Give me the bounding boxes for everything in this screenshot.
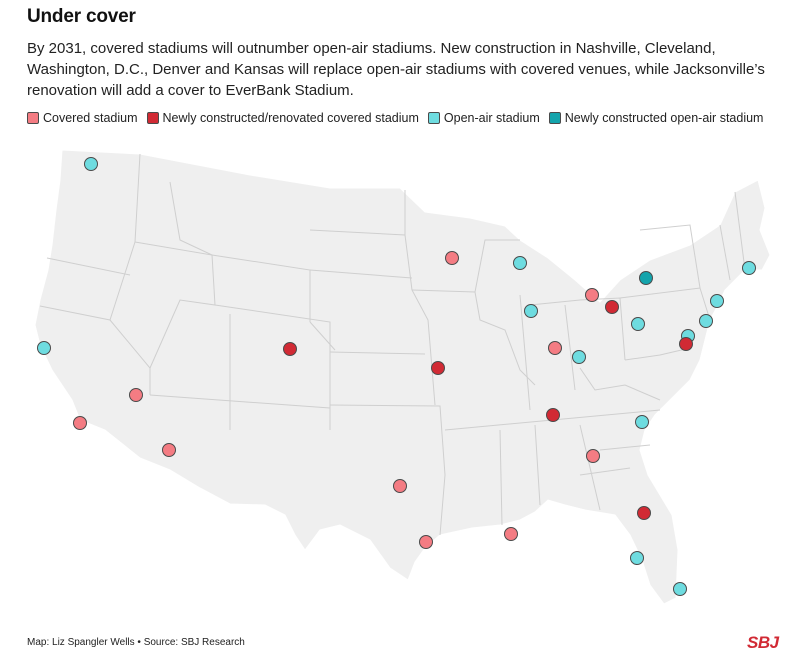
stadium-marker-buffalo[interactable]: Buffalo	[639, 271, 653, 285]
map-credit: Map: Liz Spangler Wells • Source: SBJ Re…	[27, 637, 245, 648]
stadium-marker-atlanta[interactable]: Atlanta	[586, 449, 600, 463]
stadium-marker-jacksonville[interactable]: Jacksonville	[637, 506, 651, 520]
stadium-marker-miami[interactable]: Miami	[673, 582, 687, 596]
stadium-marker-indianapolis[interactable]: Indianapolis	[548, 341, 562, 355]
stadium-marker-kansas-city[interactable]: Kansas City	[431, 361, 445, 375]
stadium-marker-nashville[interactable]: Nashville	[546, 408, 560, 422]
stadium-marker-green-bay[interactable]: Green Bay	[513, 256, 527, 270]
page-title: Under cover	[27, 6, 136, 27]
us-map: Seattle San Francisco Bay Area Los Angel…	[34, 149, 771, 605]
legend-item-open: Open-air stadium	[427, 111, 540, 125]
stadium-marker-denver[interactable]: Denver	[283, 342, 297, 356]
stadium-markers: Seattle San Francisco Bay Area Los Angel…	[37, 157, 756, 596]
legend-label-new-open: Newly constructed open-air stadium	[564, 111, 764, 125]
legend-swatch-open	[427, 112, 440, 124]
stadium-marker-washington[interactable]: Washington, D.C.	[679, 337, 693, 351]
stadium-marker-tampa[interactable]: Tampa	[630, 551, 644, 565]
stadium-marker-san-francisco[interactable]: San Francisco Bay Area	[37, 341, 51, 355]
map-description: By 2031, covered stadiums will outnumber…	[27, 40, 765, 99]
stadium-marker-los-angeles[interactable]: Los Angeles	[73, 416, 87, 430]
legend-item-new-open: Newly constructed open-air stadium	[548, 111, 764, 125]
stadium-marker-chicago[interactable]: Chicago	[524, 304, 538, 318]
stadium-marker-cleveland[interactable]: Cleveland	[605, 300, 619, 314]
stadium-marker-minneapolis[interactable]: Minneapolis	[445, 251, 459, 265]
stadium-marker-detroit[interactable]: Detroit	[585, 288, 599, 302]
us-landmass	[34, 149, 771, 605]
sbj-logo: SBJ	[747, 633, 779, 652]
stadium-marker-seattle[interactable]: Seattle	[84, 157, 98, 171]
stadium-marker-philadelphia[interactable]: Philadelphia	[699, 314, 713, 328]
legend-label-covered: Covered stadium	[43, 111, 138, 125]
legend-swatch-new-covered	[146, 112, 159, 124]
legend: Covered stadium Newly constructed/renova…	[27, 111, 772, 125]
stadium-marker-houston[interactable]: Houston	[419, 535, 433, 549]
legend-item-covered: Covered stadium	[27, 111, 138, 125]
legend-swatch-covered	[27, 112, 39, 124]
stadium-marker-pittsburgh[interactable]: Pittsburgh	[631, 317, 645, 331]
stadium-marker-new-orleans[interactable]: New Orleans	[504, 527, 518, 541]
state-lines	[39, 153, 746, 536]
stadium-marker-east-rutherford[interactable]: East Rutherford	[710, 294, 724, 308]
legend-item-new-covered: Newly constructed/renovated covered stad…	[146, 111, 419, 125]
stadium-marker-phoenix[interactable]: Phoenix	[162, 443, 176, 457]
stadium-marker-foxborough[interactable]: Foxborough	[742, 261, 756, 275]
legend-swatch-new-open	[548, 112, 561, 124]
stadium-marker-las-vegas[interactable]: Las Vegas	[129, 388, 143, 402]
stadium-marker-dallas[interactable]: Dallas	[393, 479, 407, 493]
stadium-marker-charlotte[interactable]: Charlotte	[635, 415, 649, 429]
legend-label-open: Open-air stadium	[443, 111, 540, 125]
stadium-marker-cincinnati[interactable]: Cincinnati	[572, 350, 586, 364]
legend-label-new-covered: Newly constructed/renovated covered stad…	[162, 111, 419, 125]
